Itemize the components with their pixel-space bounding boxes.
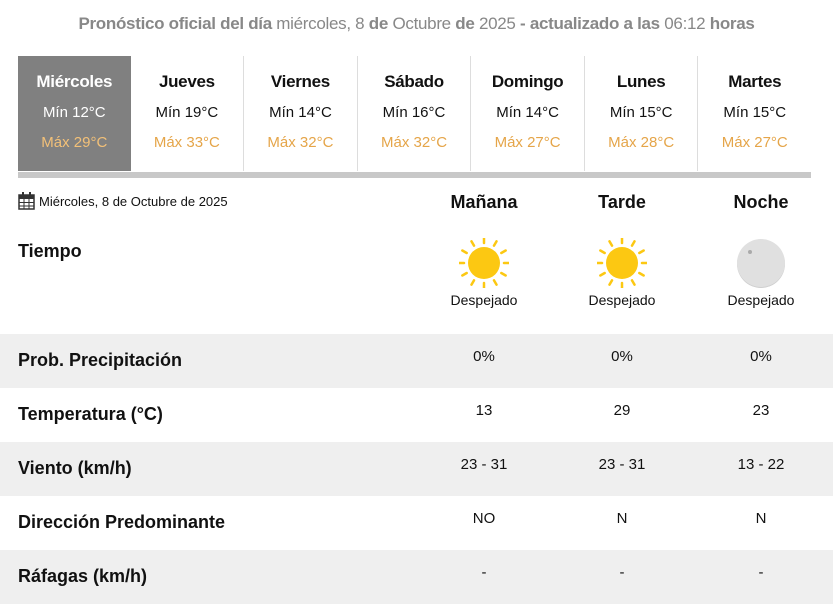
max-temp: Máx 27°C [721,134,788,151]
period-manana: Mañana [450,192,518,212]
max-temp: Máx 32°C [381,134,448,151]
calendar-icon [18,192,35,210]
date-text: Miércoles, 8 de Octubre de 2025 [39,193,228,209]
row-value: 23 - 31 [460,456,508,473]
min-temp: Mín 16°C [382,104,446,121]
day-tab[interactable]: Miércoles Mín 12°C Máx 29°C [18,56,131,171]
day-tab[interactable]: Sábado Mín 16°C Máx 32°C [358,56,472,171]
max-temp: Máx 29°C [41,134,108,151]
table-row: Viento (km/h) 23 - 31 23 - 31 13 - 22 [0,442,833,496]
weather-cell: Despejado [691,238,831,308]
row-value: 29 [613,402,631,419]
moon-icon [691,238,831,288]
row-label: Viento (km/h) [18,458,132,478]
page-title: Pronóstico oficial del día miércoles, 8 … [78,14,755,33]
max-temp: Máx 33°C [153,134,220,151]
max-temp: Máx 27°C [494,134,561,151]
row-value: - [758,564,764,581]
row-value: 0% [750,348,772,365]
weather-cell: Despejado [414,238,554,308]
row-value: 13 [475,402,493,419]
sun-icon [552,238,692,288]
row-value: 13 - 22 [737,456,785,473]
min-temp: Mín 14°C [269,104,332,121]
row-label: Dirección Predominante [18,512,226,532]
max-temp: Máx 32°C [267,134,334,151]
row-value: 23 - 31 [598,456,646,473]
min-temp: Mín 15°C [723,104,787,121]
day-tab[interactable]: Jueves Mín 19°C Máx 33°C [131,56,245,171]
row-value: - [481,564,487,581]
row-label: Prob. Precipitación [18,350,183,370]
day-tab[interactable]: Lunes Mín 15°C Máx 28°C [585,56,699,171]
day-tabs: Miércoles Mín 12°C Máx 29°C Jueves Mín 19°C M… [18,56,811,171]
day-tab[interactable]: Domingo Mín 14°C Máx 27°C [471,56,585,171]
row-label: Temperatura (°C) [18,404,163,424]
weather-text: Despejado [588,292,656,308]
table-row: Dirección Predominante NO N N [0,496,833,550]
table-row: Temperatura (°C) 13 29 23 [0,388,833,442]
min-temp: Mín 15°C [609,104,673,121]
min-temp: Mín 12°C [42,104,106,121]
row-value: N [755,510,767,527]
row-value: 0% [611,348,633,365]
weather-label: Tiempo [18,241,82,261]
weather-text: Despejado [727,292,795,308]
weather-cell: Despejado [552,238,692,308]
row-value: N [616,510,628,527]
sun-icon [414,238,554,288]
day-name: Martes [728,72,782,91]
table-row: Prob. Precipitación 0% 0% 0% [0,334,833,388]
selected-date: Miércoles, 8 de Octubre de 2025 [18,192,228,210]
day-tab[interactable]: Viernes Mín 14°C Máx 32°C [244,56,358,171]
row-value: NO [472,510,496,527]
table-row: Ráfagas (km/h) - - - [0,550,833,604]
row-label: Ráfagas (km/h) [18,566,148,586]
day-name: Miércoles [36,72,113,91]
row-value: 23 [752,402,770,419]
row-value: 0% [473,348,495,365]
row-value: - [619,564,625,581]
day-name: Lunes [616,72,666,91]
day-name: Domingo [491,72,564,91]
day-tab[interactable]: Martes Mín 15°C Máx 27°C [698,56,811,171]
day-name: Viernes [270,72,330,91]
tabs-divider [18,172,811,178]
period-noche: Noche [733,192,789,212]
min-temp: Mín 19°C [155,104,219,121]
max-temp: Máx 28°C [608,134,675,151]
weather-text: Despejado [450,292,518,308]
period-tarde: Tarde [598,192,646,212]
day-name: Jueves [158,72,215,91]
day-name: Sábado [384,72,444,91]
min-temp: Mín 14°C [496,104,559,121]
